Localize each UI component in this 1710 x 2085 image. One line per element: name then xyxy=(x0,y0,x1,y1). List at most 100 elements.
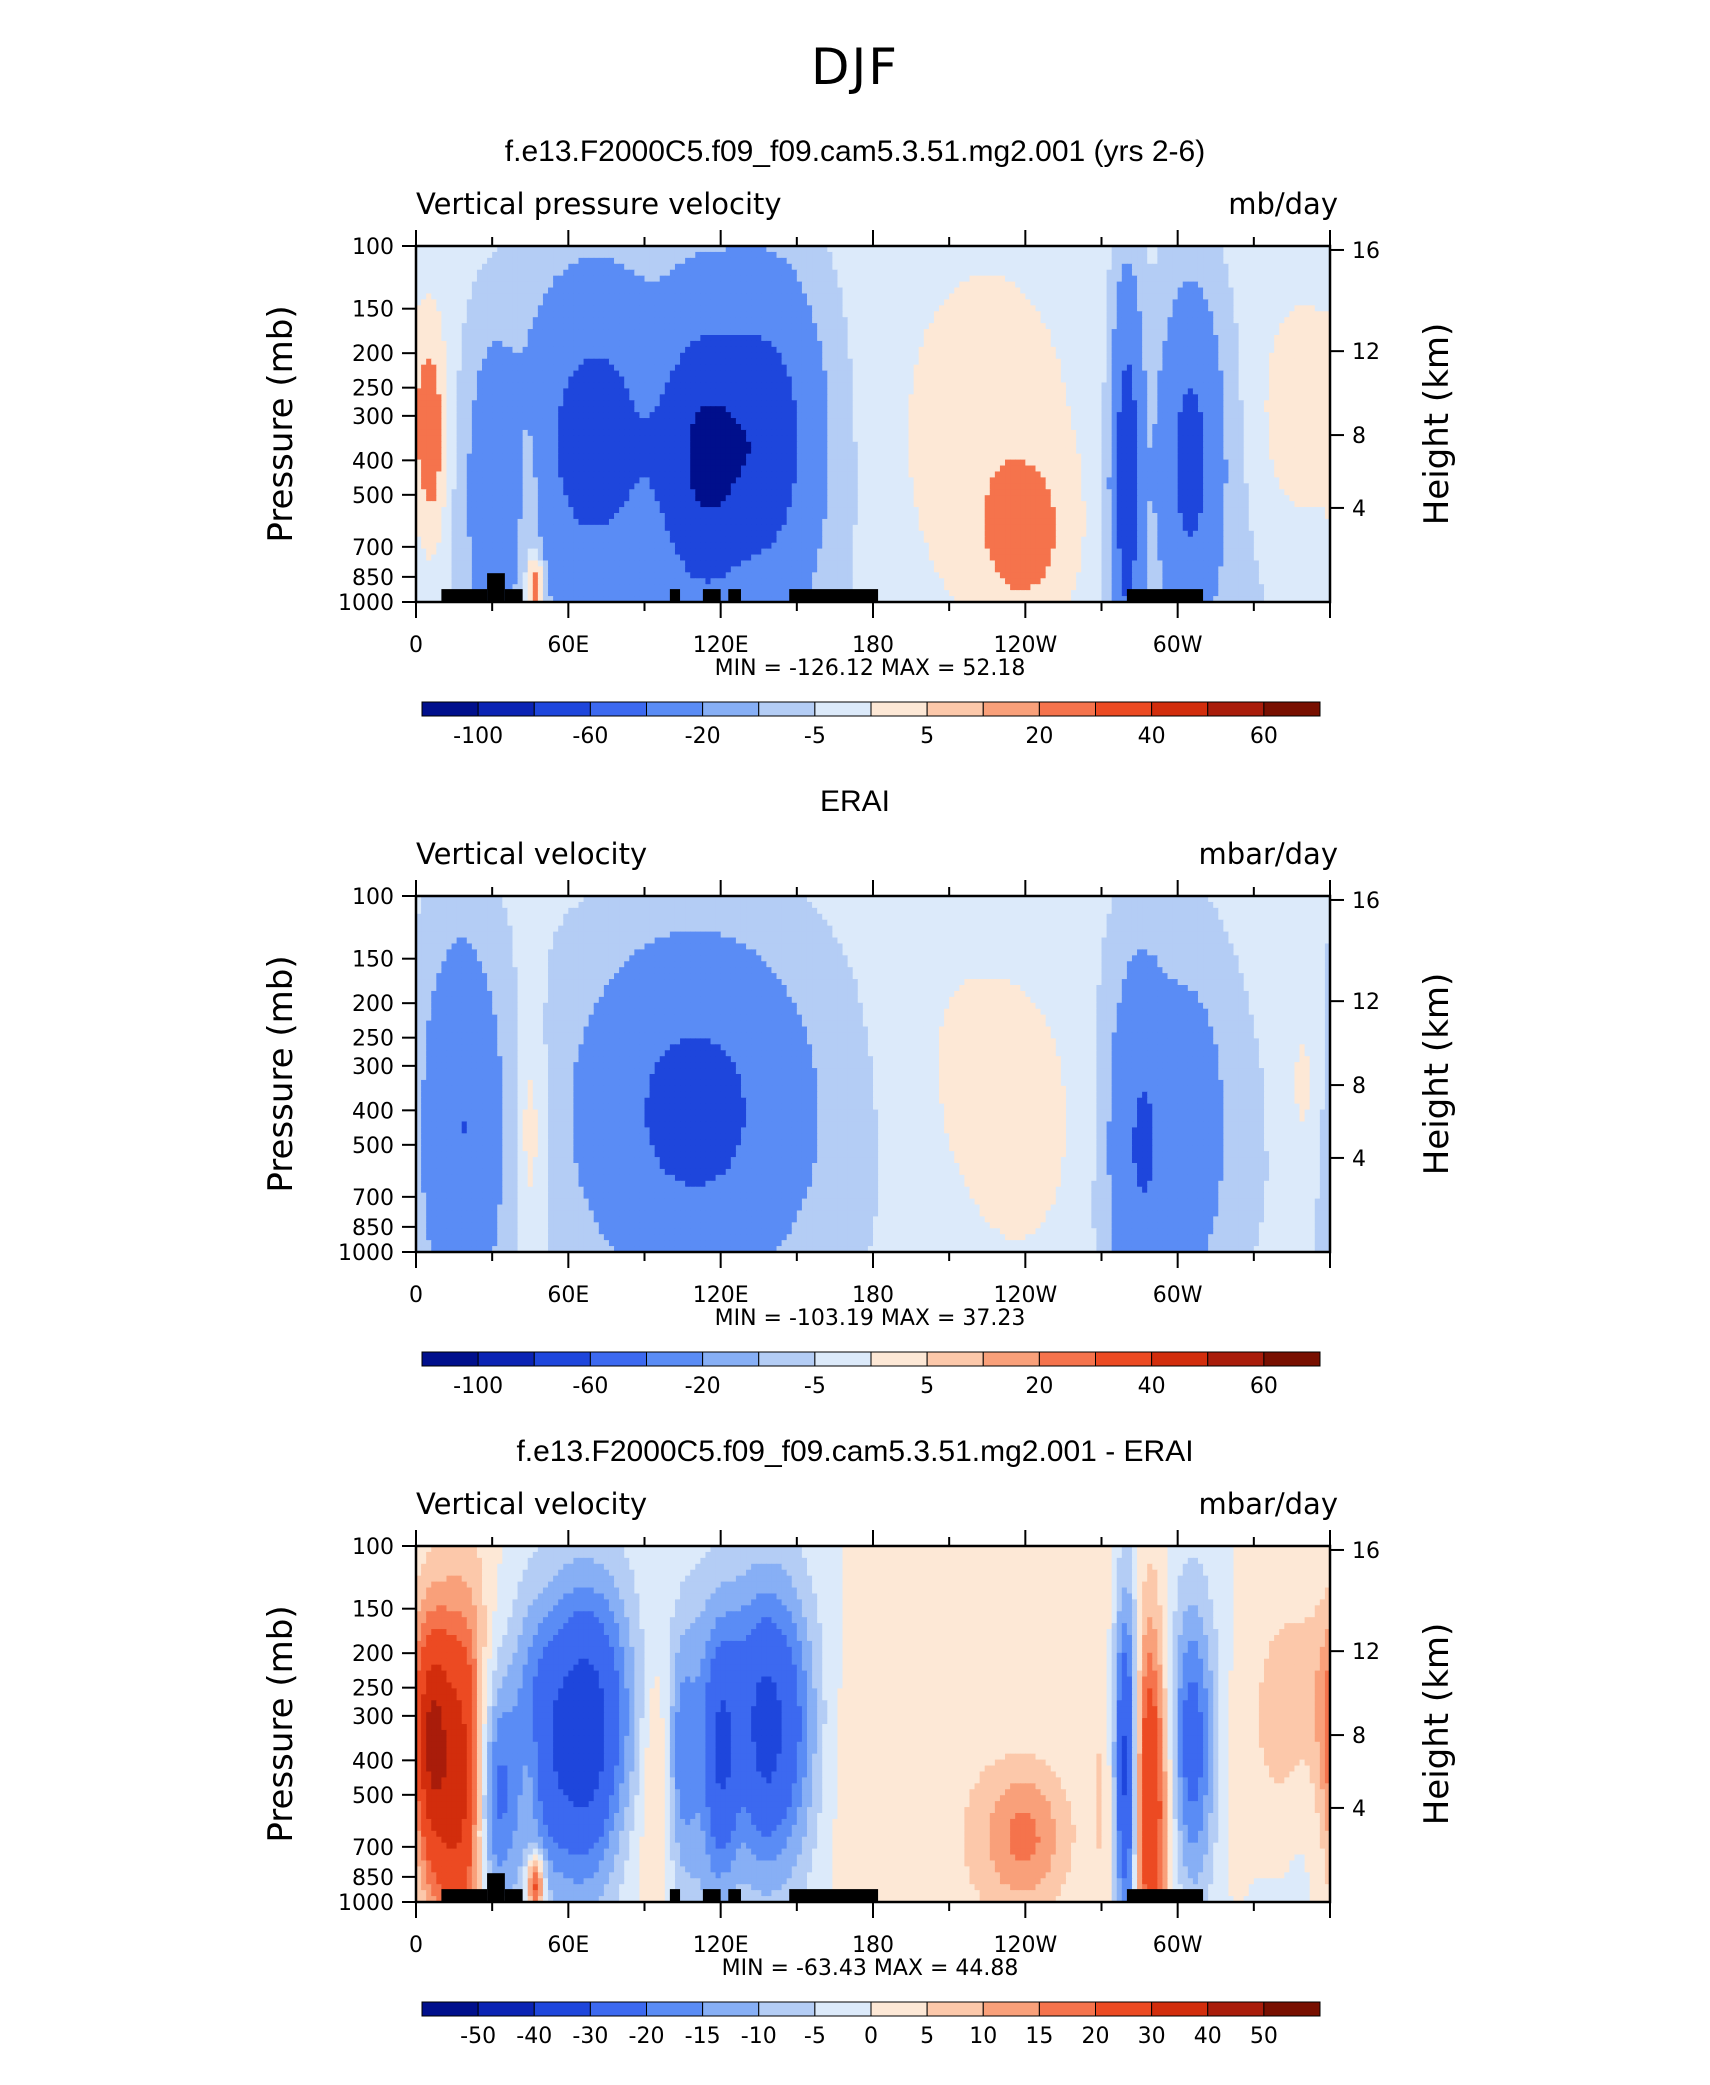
field-cell xyxy=(664,388,671,395)
field-cell xyxy=(791,382,798,389)
field-cell xyxy=(740,269,747,277)
field-cell xyxy=(1065,323,1072,330)
field-cell xyxy=(939,287,945,295)
field-cell xyxy=(710,246,717,253)
field-cell xyxy=(527,346,534,354)
field-cell xyxy=(1045,329,1052,336)
field-cell xyxy=(517,287,524,295)
field-cell xyxy=(923,275,930,283)
field-cell xyxy=(751,287,757,295)
field-cell xyxy=(522,287,529,295)
field-cell xyxy=(1243,311,1250,318)
field-cell xyxy=(1101,257,1108,265)
field-cell xyxy=(964,329,971,336)
field-cell xyxy=(664,317,671,324)
field-cell xyxy=(862,263,869,271)
field-cell xyxy=(898,299,905,306)
field-cell xyxy=(888,269,894,277)
field-cell xyxy=(1187,400,1194,407)
field-cell xyxy=(1035,340,1042,348)
field-cell xyxy=(537,376,544,384)
field-cell xyxy=(1152,364,1158,372)
field-cell xyxy=(598,305,605,312)
field-cell xyxy=(1071,251,1077,259)
field-cell xyxy=(1182,394,1189,401)
field-cell xyxy=(603,352,610,360)
field-cell xyxy=(1182,317,1189,324)
field-cell xyxy=(451,382,458,389)
field-cell xyxy=(1040,305,1047,312)
field-cell xyxy=(740,406,747,413)
field-cell xyxy=(939,329,945,336)
field-cell xyxy=(1076,358,1082,366)
field-cell xyxy=(608,263,615,271)
field-cell xyxy=(1096,394,1103,401)
field-cell xyxy=(720,388,727,395)
field-cell xyxy=(761,406,767,413)
field-cell xyxy=(806,287,813,295)
field-cell xyxy=(1142,287,1148,295)
field-cell xyxy=(1274,323,1280,330)
field-cell xyxy=(456,400,463,407)
field-cell xyxy=(654,317,661,324)
field-cell xyxy=(1167,329,1174,336)
field-cell xyxy=(680,370,686,378)
field-cell xyxy=(1131,352,1138,360)
field-cell xyxy=(598,382,605,389)
field-cell xyxy=(1065,311,1072,318)
field-cell xyxy=(923,305,930,312)
field-cell xyxy=(1020,257,1026,265)
field-cell xyxy=(725,388,732,395)
field-cell xyxy=(659,287,666,295)
field-cell xyxy=(421,246,427,253)
field-cell xyxy=(659,299,666,306)
field-cell xyxy=(862,400,869,407)
field-cell xyxy=(1116,305,1123,312)
field-cell xyxy=(1248,246,1255,253)
field-cell xyxy=(614,376,620,384)
field-cell xyxy=(522,275,529,283)
field-cell xyxy=(507,406,514,413)
field-cell xyxy=(746,263,752,271)
field-cell xyxy=(1020,370,1026,378)
field-cell xyxy=(1050,251,1057,259)
field-cell xyxy=(537,406,544,413)
field-cell xyxy=(827,293,833,300)
field-cell xyxy=(1111,246,1118,253)
field-cell xyxy=(1243,287,1250,295)
field-cell xyxy=(989,299,996,306)
field-cell xyxy=(624,400,630,407)
field-cell xyxy=(999,388,1006,395)
field-cell xyxy=(852,370,859,378)
field-cell xyxy=(883,329,889,336)
field-cell xyxy=(416,400,422,407)
field-cell xyxy=(1187,275,1194,283)
field-cell xyxy=(644,317,651,324)
field-cell xyxy=(695,317,701,324)
field-cell xyxy=(1025,358,1032,366)
field-cell xyxy=(827,257,833,265)
field-cell xyxy=(913,346,920,354)
field-cell xyxy=(1228,287,1235,295)
field-cell xyxy=(1081,329,1087,336)
field-cell xyxy=(796,340,803,348)
field-cell xyxy=(1243,293,1250,300)
field-cell xyxy=(669,275,676,283)
field-cell xyxy=(664,323,671,330)
field-cell xyxy=(482,293,488,300)
field-cell xyxy=(1060,358,1067,366)
field-cell xyxy=(832,370,839,378)
field-cell xyxy=(873,388,879,395)
field-cell xyxy=(1269,388,1275,395)
field-cell xyxy=(944,246,950,253)
field-cell xyxy=(954,287,960,295)
field-cell xyxy=(1040,281,1047,289)
field-cell xyxy=(832,317,839,324)
field-cell xyxy=(903,394,910,401)
field-cell xyxy=(1096,400,1103,407)
field-cell xyxy=(1020,329,1026,336)
field-cell xyxy=(928,246,935,253)
field-cell xyxy=(548,358,554,366)
field-cell xyxy=(1187,340,1194,348)
field-cell xyxy=(1010,251,1016,259)
